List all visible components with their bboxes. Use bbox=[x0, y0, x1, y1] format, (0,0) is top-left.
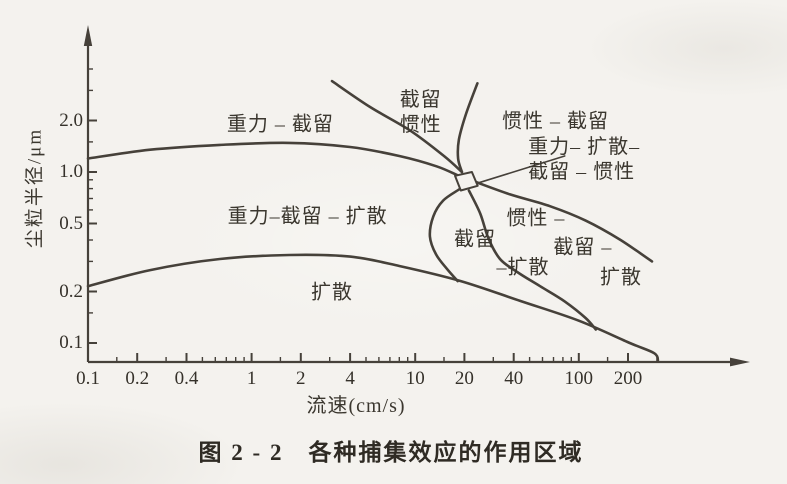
curve-diffusion-upper-boundary bbox=[86, 253, 660, 363]
x-tick-label: 0.2 bbox=[125, 368, 150, 389]
x-tick-label: 10 bbox=[405, 368, 425, 389]
figure-caption: 图 2 - 2 各种捕集效应的作用区域 bbox=[198, 440, 584, 465]
x-tick-label: 20 bbox=[454, 368, 474, 389]
curve-interception-diffusion-right-boundary bbox=[467, 189, 598, 331]
x-tick-label: 2 bbox=[296, 368, 306, 389]
x-tick-label: 1 bbox=[246, 368, 257, 389]
region-label-inertia-interception-diffusion-2: 截留 – bbox=[553, 236, 613, 259]
y-tick-label: 0.2 bbox=[59, 280, 83, 302]
region-label-inertia-interception: 惯性 – 截留 bbox=[502, 110, 609, 133]
region-label-inertia-interception-diffusion-1: 惯性 – bbox=[506, 207, 566, 230]
region-label-gravity-interception-diffusion: 重力–截留 – 扩散 bbox=[227, 205, 388, 228]
y-tick-label: 1.0 bbox=[59, 161, 83, 182]
y-tick-label: 0.5 bbox=[59, 212, 83, 234]
x-tick-label: 4 bbox=[345, 368, 355, 389]
region-label-gravity-interception: 重力 – 截留 bbox=[226, 113, 334, 136]
y-tick-label: 0.1 bbox=[59, 332, 83, 353]
curve-inertia-lower-boundary bbox=[473, 180, 654, 263]
curve-gravity-top-boundary bbox=[86, 141, 459, 177]
x-axis-arrow-icon bbox=[730, 357, 750, 367]
y-axis-title: 尘粒半径/μm bbox=[24, 127, 46, 249]
y-tick-label: 2.0 bbox=[59, 109, 83, 131]
region-label-inertia-interception-diffusion-3: 扩散 bbox=[600, 266, 642, 289]
curve-junction-pointer-line bbox=[476, 155, 566, 184]
x-tick-label: 200 bbox=[613, 368, 643, 389]
junction-box bbox=[454, 171, 479, 192]
curve-interception-inertia-left-boundary bbox=[330, 79, 464, 174]
region-label-gravity-diffusion-interception-inertia: 重力– 扩散– 截留 – 惯性 bbox=[528, 135, 641, 183]
curve-interception-diffusion-left-boundary bbox=[428, 188, 461, 283]
region-label-interception-diffusion-line1: 截留 bbox=[454, 228, 496, 251]
y-axis-arrow-icon bbox=[83, 25, 93, 46]
x-tick-label: 100 bbox=[564, 368, 594, 389]
x-tick-label: 0.1 bbox=[76, 368, 100, 389]
x-axis-title: 流速(cm/s) bbox=[306, 395, 406, 417]
region-label-diffusion: 扩散 bbox=[311, 281, 353, 304]
curve-interception-inertia-right-boundary bbox=[456, 82, 479, 174]
region-label-interception-diffusion-line2: –扩散 bbox=[496, 256, 550, 279]
x-tick-label: 0.4 bbox=[174, 368, 199, 389]
region-label-interception-inertia: 截留 惯性 bbox=[399, 88, 442, 137]
x-tick-label: 40 bbox=[504, 368, 524, 389]
